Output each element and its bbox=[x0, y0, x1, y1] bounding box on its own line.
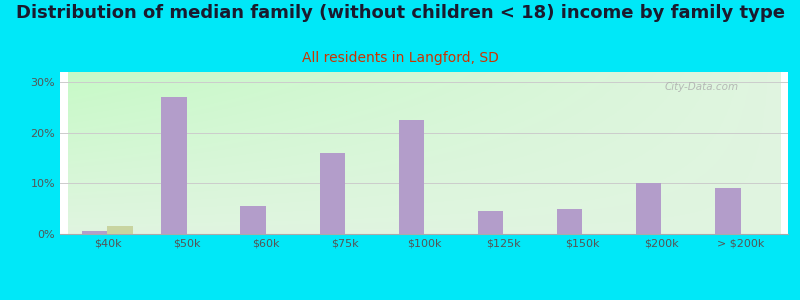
Text: All residents in Langford, SD: All residents in Langford, SD bbox=[302, 51, 498, 65]
Text: Distribution of median family (without children < 18) income by family type: Distribution of median family (without c… bbox=[15, 4, 785, 22]
Bar bbox=[241, 206, 266, 234]
Bar bbox=[636, 183, 662, 234]
Text: City-Data.com: City-Data.com bbox=[664, 82, 738, 92]
Bar bbox=[319, 153, 345, 234]
Bar bbox=[107, 226, 133, 234]
Bar bbox=[162, 97, 186, 234]
Bar bbox=[715, 188, 741, 234]
Bar bbox=[82, 232, 107, 234]
Bar bbox=[398, 120, 424, 234]
Bar bbox=[557, 209, 582, 234]
Bar bbox=[478, 211, 503, 234]
